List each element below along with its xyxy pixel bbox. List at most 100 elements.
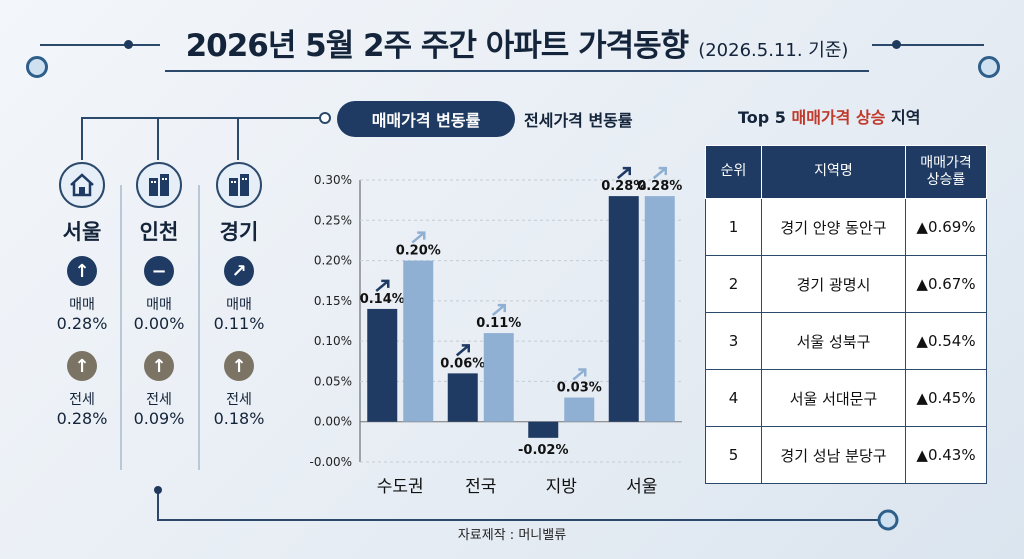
bar [528,421,559,438]
trend-up-icon: ↑ [144,351,174,381]
title-deco-dot-left [124,40,133,49]
bar [564,397,595,422]
rank-cell: 2 [705,255,762,313]
deco-ring-top-left [26,56,48,78]
title-deco-dot-right [892,40,901,49]
top5-title: Top 5 매매가격 상승 지역 [738,104,920,128]
trend-arrow-icon [375,279,390,292]
bar [367,308,398,422]
lease-label: 전세 [226,392,252,408]
title-deco-line-right [872,44,984,46]
rate-cell: ▲0.45% [905,369,987,427]
bar [483,333,514,422]
rate-cell: ▲0.69% [905,198,987,256]
bar [644,196,675,422]
data-label: 0.11% [476,316,521,331]
y-tick-label: 0.00% [314,415,352,429]
deco-ring-top-right [978,56,1000,78]
data-label: 0.28% [637,179,682,194]
region-cell: 경기 안양 동안구 [761,198,906,256]
region-divider-2 [198,185,200,470]
y-tick-label: 0.30% [314,173,352,187]
region-card-gyeonggi: 경기 ↗ 매매 0.11% ↑ 전세 0.18% [202,162,276,428]
region-cell: 서울 성북구 [761,312,906,370]
region-name: 경기 [219,220,259,244]
lease-label: 전세 [69,392,95,408]
rate-cell: ▲0.54% [905,312,987,370]
house-icon [59,162,105,208]
trend-arrow-icon [616,166,631,180]
trade-label: 매매 [146,297,172,313]
table-row: 5 경기 성남 분당구 ▲0.43% [705,426,987,484]
trend-arrow-icon [572,368,587,381]
region-cell: 경기 광명시 [761,255,906,313]
rank-cell: 3 [705,312,762,370]
buildings-icon [216,162,262,208]
y-tick-label: 0.10% [314,334,352,348]
bar-chart: 0.30% 0.25% 0.20% 0.15% 0.10% 0.05% 0.00% -0.00… [310,166,682,497]
region-cell: 경기 성남 분당구 [761,426,906,484]
bar [447,373,478,422]
y-tick-label: 0.15% [314,294,352,308]
table-row: 1 경기 안양 동안구 ▲0.69% [705,198,987,256]
table-row: 4 서울 서대문구 ▲0.45% [705,369,987,427]
lease-value: 0.28% [56,409,108,428]
title-box: 2026년 5월 2주 주간 아파트 가격동향 (2026.5.11. 기준) [165,20,869,72]
top5-title-highlight: 매매가격 상승 [791,108,886,127]
x-category-label: 전국 [465,477,496,497]
tab-lease-price[interactable]: 전세가격 변동률 [524,111,633,130]
tab-trade-price[interactable]: 매매가격 변동률 [337,101,515,137]
data-label: 0.20% [396,244,441,259]
trend-flat-icon: − [144,256,174,286]
trend-arrow-icon [652,166,667,180]
data-label: -0.02% [518,443,569,458]
y-tick-label: -0.00% [310,455,352,469]
region-divider-1 [120,185,122,470]
x-category-label: 지방 [546,477,578,497]
header-rank: 순위 [705,145,762,199]
top5-title-suffix: 지역 [885,108,921,127]
region-name: 인천 [139,220,179,244]
trend-arrow-icon [455,344,470,357]
data-label: 0.28% [601,179,646,194]
trend-arrow-icon [491,303,506,317]
table-header-row: 순위 지역명 매매가격 상승률 [705,145,987,199]
table-row: 2 경기 광명시 ▲0.67% [705,255,987,313]
header-region: 지역명 [761,145,906,199]
y-tick-label: 0.25% [314,213,352,227]
source-credit: 자료제작 : 머니밸류 [457,528,567,543]
y-tick-label: 0.20% [314,254,352,268]
top5-title-prefix: Top 5 [738,108,792,127]
trend-up-icon: ↑ [67,351,97,381]
page-subtitle: (2026.5.11. 기준) [698,40,849,61]
lease-value: 0.09% [133,409,185,428]
top5-table: 순위 지역명 매매가격 상승률 1 경기 안양 동안구 ▲0.69% 2 경기 … [705,145,987,484]
rate-cell: ▲0.43% [905,426,987,484]
page-title: 2026년 5월 2주 주간 아파트 가격동향 [185,28,690,64]
y-tick-label: 0.05% [314,374,352,388]
data-label: 0.06% [440,356,485,371]
trend-arrow-icon [411,231,426,244]
trade-label: 매매 [69,297,95,313]
lease-label: 전세 [146,392,172,408]
x-category-label: 수도권 [377,477,424,497]
trade-value: 0.11% [213,314,265,333]
title-deco-line-left [40,44,160,46]
bar [608,196,639,422]
bar [403,260,434,422]
trend-up-icon: ↑ [224,351,254,381]
header-rate: 매매가격 상승률 [905,145,987,199]
lease-value: 0.18% [213,409,265,428]
trade-value: 0.28% [56,314,108,333]
rank-cell: 5 [705,426,762,484]
region-card-seoul: 서울 ↑ 매매 0.28% ↑ 전세 0.28% [45,162,119,428]
data-label: 0.14% [360,292,405,307]
trade-value: 0.00% [133,314,185,333]
trade-label: 매매 [226,297,252,313]
region-cell: 서울 서대문구 [761,369,906,427]
buildings-icon [136,162,182,208]
rank-cell: 1 [705,198,762,256]
region-name: 서울 [62,220,102,244]
region-card-incheon: 인천 − 매매 0.00% ↑ 전세 0.09% [122,162,196,428]
rate-cell: ▲0.67% [905,255,987,313]
